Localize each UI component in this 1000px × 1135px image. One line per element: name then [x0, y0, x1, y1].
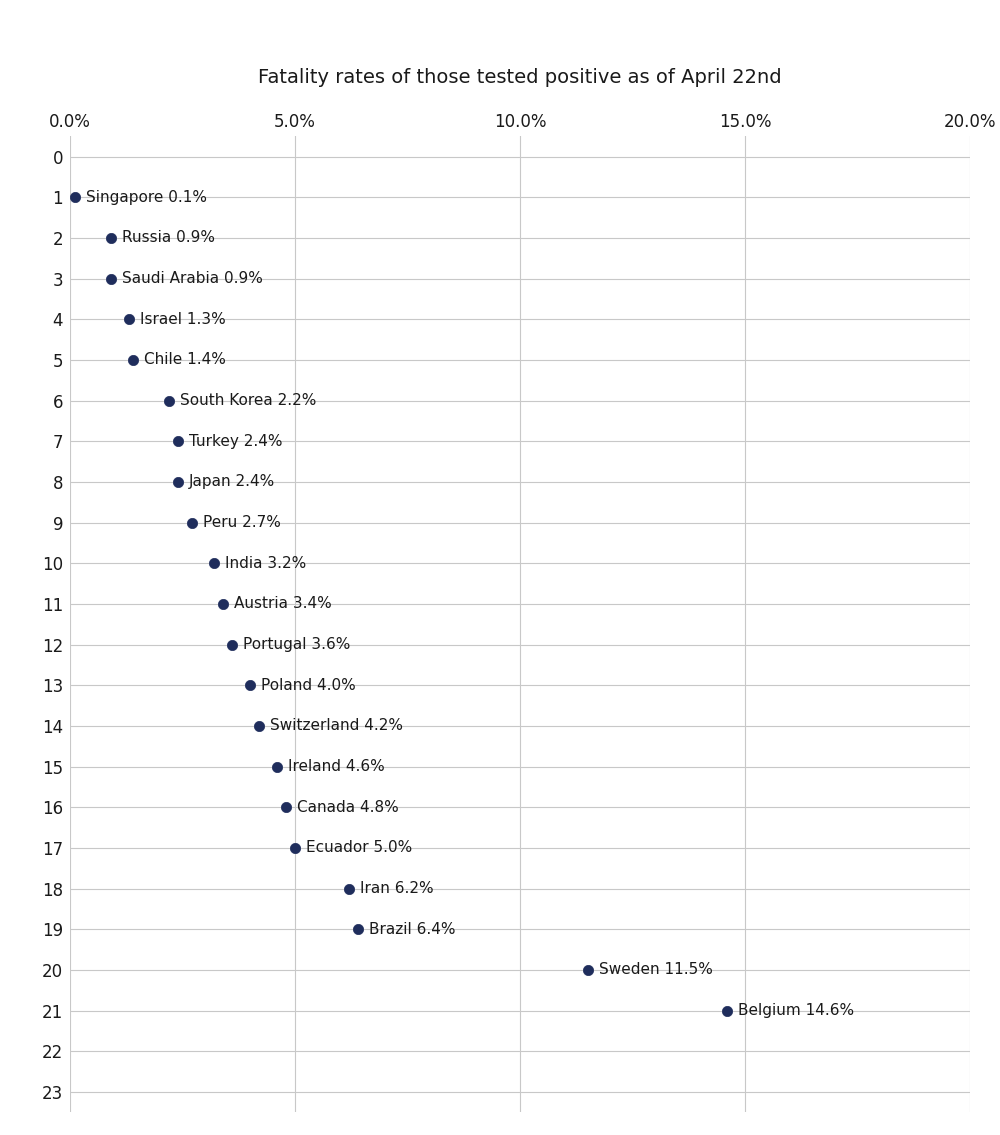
- Text: Canada 4.8%: Canada 4.8%: [297, 800, 399, 815]
- Text: Ecuador 5.0%: Ecuador 5.0%: [306, 840, 413, 856]
- Text: South Korea 2.2%: South Korea 2.2%: [180, 393, 317, 409]
- Point: [278, 798, 294, 816]
- Text: Chile 1.4%: Chile 1.4%: [144, 352, 226, 368]
- Point: [287, 839, 303, 857]
- Text: Brazil 6.4%: Brazil 6.4%: [369, 922, 456, 936]
- Text: Iran 6.2%: Iran 6.2%: [360, 881, 434, 897]
- Point: [120, 310, 136, 328]
- Text: Saudi Arabia 0.9%: Saudi Arabia 0.9%: [122, 271, 263, 286]
- Point: [269, 757, 285, 775]
- Point: [170, 432, 186, 451]
- Point: [719, 1001, 735, 1019]
- Point: [161, 392, 177, 410]
- Point: [103, 269, 118, 287]
- Point: [103, 229, 118, 247]
- Text: Portugal 3.6%: Portugal 3.6%: [243, 637, 351, 653]
- Point: [580, 961, 596, 980]
- Text: Poland 4.0%: Poland 4.0%: [261, 678, 356, 692]
- Text: India 3.2%: India 3.2%: [225, 556, 306, 571]
- Text: Peru 2.7%: Peru 2.7%: [203, 515, 281, 530]
- Point: [251, 717, 267, 735]
- Point: [224, 636, 240, 654]
- Point: [215, 595, 231, 613]
- Point: [341, 880, 357, 898]
- Point: [170, 473, 186, 491]
- Text: Russia 0.9%: Russia 0.9%: [122, 230, 215, 245]
- Text: Austria 3.4%: Austria 3.4%: [234, 596, 332, 612]
- Text: Turkey 2.4%: Turkey 2.4%: [189, 434, 283, 448]
- Point: [206, 554, 222, 572]
- Text: Switzerland 4.2%: Switzerland 4.2%: [270, 718, 403, 733]
- Text: Japan 2.4%: Japan 2.4%: [189, 474, 276, 489]
- Point: [350, 920, 366, 939]
- Point: [184, 513, 200, 531]
- Title: Fatality rates of those tested positive as of April 22nd: Fatality rates of those tested positive …: [258, 68, 782, 87]
- Text: Israel 1.3%: Israel 1.3%: [140, 312, 226, 327]
- Text: Singapore 0.1%: Singapore 0.1%: [86, 190, 207, 204]
- Point: [66, 188, 82, 207]
- Point: [242, 676, 258, 695]
- Text: Ireland 4.6%: Ireland 4.6%: [288, 759, 385, 774]
- Point: [125, 351, 141, 369]
- Text: Belgium 14.6%: Belgium 14.6%: [738, 1003, 854, 1018]
- Text: Sweden 11.5%: Sweden 11.5%: [599, 962, 713, 977]
